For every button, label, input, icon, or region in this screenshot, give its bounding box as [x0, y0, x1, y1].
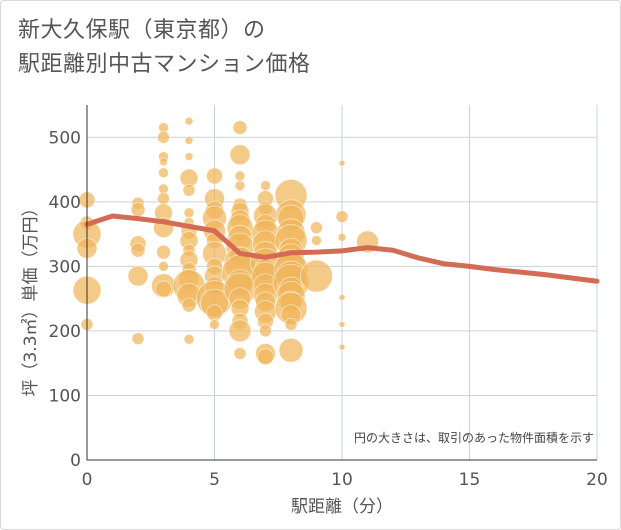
bubble-point: [338, 343, 346, 351]
bubble-point: [338, 159, 346, 167]
bubble-point: [257, 348, 274, 366]
bubble-point: [181, 297, 197, 313]
y-tick-label: 100: [49, 386, 81, 406]
bubble-point: [233, 347, 247, 360]
bubble-point: [155, 280, 172, 298]
bubble-point: [335, 210, 349, 224]
bubble-point: [184, 116, 194, 126]
bubble-point: [157, 192, 170, 205]
bubble-point: [206, 304, 223, 322]
bubble-layer: [72, 116, 379, 366]
bubble-point: [337, 232, 347, 242]
bubble-point: [232, 120, 248, 135]
bubble-point: [300, 259, 333, 293]
bubble-point: [130, 202, 146, 217]
bubble-point: [157, 130, 170, 144]
bubble-point: [284, 318, 298, 331]
bubble-point: [184, 152, 194, 162]
y-axis-label: 坪（3.3㎡）単価（万円）: [21, 199, 41, 396]
bubble-point: [209, 319, 220, 330]
x-tick-label: 0: [82, 470, 93, 490]
chart-title-line1: 新大久保駅（東京都）の: [18, 18, 266, 43]
bubble-point: [156, 244, 171, 260]
bubble-point: [127, 265, 149, 287]
bubble-point: [229, 144, 251, 166]
y-tick-label: 200: [49, 322, 81, 342]
bubble-point: [183, 333, 195, 345]
bubble-point: [184, 136, 194, 145]
bubble-point: [182, 183, 196, 197]
y-tick-label: 300: [49, 257, 81, 277]
average-price-line: [84, 213, 600, 284]
bubble-point: [228, 319, 252, 343]
bubble-point: [234, 170, 246, 182]
axes: 0 100 200 300 400 500 0 5 10 15 20: [49, 105, 608, 490]
bubble-point: [158, 260, 169, 272]
bubble-point: [311, 235, 322, 246]
bubble-point: [338, 293, 346, 301]
chart-title: 新大久保駅（東京都）の 駅距離別中古マンション価格: [18, 14, 311, 82]
bubble-point: [131, 332, 145, 346]
y-tick-label: 500: [49, 128, 81, 148]
bubble-point: [234, 180, 246, 192]
bubble-point: [260, 180, 271, 192]
size-annotation: 円の大きさは、取引のあった物件面積を示す: [354, 430, 594, 445]
x-tick-label: 10: [331, 470, 353, 490]
bubble-point: [158, 167, 169, 179]
bubble-point: [278, 337, 304, 363]
x-axis-label: 駅距離（分）: [291, 497, 393, 517]
y-tick-label: 400: [49, 193, 81, 213]
x-tick-label: 15: [459, 470, 481, 490]
x-tick-label: 5: [209, 470, 220, 490]
bubble-point: [206, 167, 223, 185]
y-tick-label: 0: [70, 451, 81, 471]
bubble-point: [310, 221, 323, 235]
bubble-point: [159, 157, 168, 167]
line-layer: [84, 213, 600, 284]
x-tick-label: 20: [586, 470, 608, 490]
bubble-point: [259, 324, 272, 338]
bubble-point: [130, 242, 146, 258]
chart-title-line2: 駅距離別中古マンション価格: [18, 52, 311, 77]
bubble-point: [183, 207, 195, 219]
bubble-point: [338, 321, 346, 328]
